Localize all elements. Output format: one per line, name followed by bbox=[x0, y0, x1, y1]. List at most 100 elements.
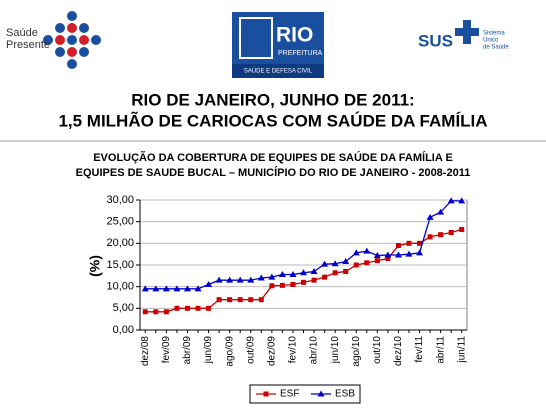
marker bbox=[227, 297, 233, 303]
marker bbox=[247, 276, 255, 283]
logo-dot bbox=[67, 23, 77, 33]
x-tick-label: ago/09 bbox=[224, 336, 235, 367]
marker bbox=[236, 276, 244, 283]
logo-dot bbox=[55, 23, 65, 33]
marker bbox=[206, 305, 212, 311]
marker bbox=[343, 269, 349, 274]
marker bbox=[447, 197, 455, 204]
x-tick-label: abr/09 bbox=[182, 336, 193, 365]
y-tick-label: 10,00 bbox=[106, 281, 134, 293]
marker bbox=[173, 285, 181, 292]
marker bbox=[194, 285, 202, 292]
logo-text: Único bbox=[483, 37, 499, 44]
x-tick-label: dez/08 bbox=[140, 336, 151, 366]
marker bbox=[385, 256, 391, 261]
marker bbox=[458, 197, 466, 204]
x-tick-label: jun/11 bbox=[456, 336, 467, 364]
x-tick-label: out/10 bbox=[372, 336, 383, 364]
y-tick-label: 30,00 bbox=[106, 194, 134, 206]
marker bbox=[322, 274, 328, 280]
marker bbox=[300, 269, 307, 276]
x-tick-label: dez/10 bbox=[393, 336, 404, 366]
sus-logo: SUS Sistema Único de Saúde bbox=[418, 20, 509, 51]
marker bbox=[426, 213, 434, 220]
slide-title: 1,5 MILHÃO DE CARIOCAS COM SAÚDE DA FAMÍ… bbox=[58, 110, 487, 130]
marker bbox=[216, 297, 222, 303]
y-tick-label: 0,00 bbox=[113, 324, 134, 336]
x-tick-label: fev/11 bbox=[414, 336, 425, 363]
y-tick-label: 25,00 bbox=[106, 216, 134, 228]
marker bbox=[364, 260, 370, 266]
marker bbox=[279, 282, 285, 288]
marker bbox=[311, 277, 317, 283]
marker bbox=[374, 258, 380, 264]
marker bbox=[268, 273, 276, 280]
x-tick-label: fev/09 bbox=[161, 336, 172, 364]
marker bbox=[257, 274, 265, 281]
marker bbox=[352, 249, 360, 256]
marker bbox=[331, 260, 339, 267]
logo-cross bbox=[455, 20, 479, 44]
y-tick-label: 20,00 bbox=[106, 237, 134, 249]
marker bbox=[142, 309, 148, 315]
logo-dot bbox=[67, 47, 77, 57]
logo-dot bbox=[43, 35, 53, 45]
marker bbox=[317, 390, 325, 397]
marker bbox=[269, 283, 275, 289]
marker bbox=[459, 226, 465, 232]
marker bbox=[310, 268, 318, 274]
x-tick-label: abr/10 bbox=[309, 336, 320, 365]
marker bbox=[289, 271, 297, 278]
legend-label: ESB bbox=[335, 389, 355, 400]
logo-dot bbox=[91, 35, 101, 45]
marker bbox=[248, 297, 254, 303]
logo-dot bbox=[55, 47, 65, 57]
marker bbox=[384, 251, 392, 258]
marker bbox=[394, 251, 402, 258]
logo-dot bbox=[67, 35, 77, 45]
x-tick-label: jun/10 bbox=[330, 336, 341, 365]
logo-emblem bbox=[239, 17, 273, 59]
logo-dot bbox=[55, 35, 65, 45]
x-tick-label: abr/11 bbox=[435, 336, 446, 364]
chart-title: EVOLUÇÃO DA COBERTURA DE EQUIPES DE SAÚD… bbox=[93, 151, 453, 164]
legend-box bbox=[249, 384, 361, 404]
saude-presente-logo: Saúde Presente bbox=[6, 11, 101, 69]
marker bbox=[437, 208, 445, 215]
marker bbox=[205, 281, 213, 287]
marker bbox=[226, 276, 234, 283]
logo-text: Saúde bbox=[6, 27, 38, 39]
marker bbox=[174, 305, 180, 311]
slide-title: RIO DE JANEIRO, JUNHO DE 2011: bbox=[131, 90, 414, 109]
marker bbox=[448, 230, 454, 235]
marker bbox=[301, 279, 306, 285]
logo-dot bbox=[79, 23, 89, 33]
marker bbox=[184, 305, 190, 311]
marker bbox=[290, 282, 296, 287]
x-tick-label: jun/09 bbox=[203, 336, 214, 365]
marker bbox=[163, 309, 169, 315]
logo-text: de Saúde bbox=[483, 45, 509, 51]
marker bbox=[353, 262, 359, 268]
marker bbox=[427, 234, 433, 240]
rio-logo: RIO PREFEITURA SAÚDE E DEFESA CIVIL bbox=[232, 12, 324, 78]
y-axis-label: (%) bbox=[87, 255, 103, 277]
marker bbox=[405, 250, 413, 257]
logo-text: SAÚDE E DEFESA CIVIL bbox=[244, 68, 313, 75]
marker bbox=[195, 305, 201, 311]
marker bbox=[153, 309, 159, 315]
logo-dot bbox=[67, 59, 77, 69]
marker bbox=[215, 276, 223, 283]
y-tick-label: 5,00 bbox=[113, 302, 134, 314]
legend-label: ESF bbox=[280, 389, 299, 400]
marker bbox=[183, 285, 191, 292]
marker bbox=[373, 251, 381, 258]
logo-dot bbox=[79, 47, 89, 57]
marker bbox=[417, 240, 423, 246]
marker bbox=[395, 243, 401, 248]
marker bbox=[342, 258, 350, 265]
marker bbox=[363, 247, 371, 254]
logo-text: Presente bbox=[6, 39, 50, 51]
marker bbox=[278, 271, 286, 278]
